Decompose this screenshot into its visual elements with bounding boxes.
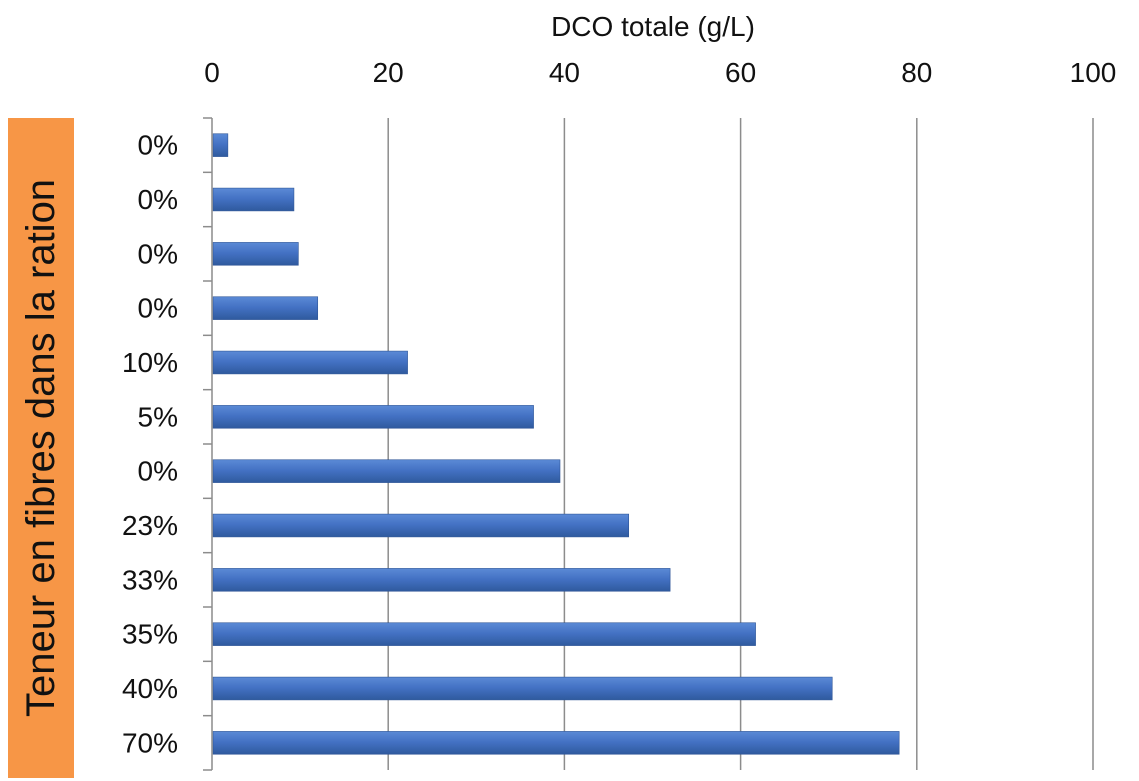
x-axis-title: DCO totale (g/L) <box>551 11 755 42</box>
y-category-label: 35% <box>122 619 178 650</box>
bar <box>212 676 833 701</box>
x-axis-tick-labels: 0 20 40 60 80 100 <box>204 57 1116 88</box>
y-axis-label-box: Teneur en fibres dans la ration <box>8 118 74 778</box>
x-tick-label: 40 <box>549 57 580 88</box>
bar <box>212 133 229 157</box>
x-tick-label: 60 <box>725 57 756 88</box>
x-tick-label: 100 <box>1070 57 1117 88</box>
bar <box>212 513 630 538</box>
y-axis-category-labels: 0% 0% 0% 0% 10% 5% 0% 23% 33% 35% 40% 70% <box>122 130 178 759</box>
y-category-label: 0% <box>138 238 178 269</box>
x-tick-label: 80 <box>901 57 932 88</box>
y-axis-title: Teneur en fibres dans la ration <box>19 179 63 717</box>
y-category-label: 33% <box>122 564 178 595</box>
bar <box>212 187 295 212</box>
bar <box>212 296 319 320</box>
bar <box>212 622 756 646</box>
bar <box>212 350 408 375</box>
bar <box>212 568 671 592</box>
y-category-label: 10% <box>122 347 178 378</box>
bar <box>212 242 299 266</box>
y-category-label: 40% <box>122 673 178 704</box>
bars <box>212 133 900 755</box>
gridlines <box>387 118 1094 770</box>
bar <box>212 405 534 429</box>
y-axis-line <box>203 117 213 771</box>
y-category-label: 5% <box>138 401 178 432</box>
y-axis-label-background <box>8 118 74 778</box>
x-tick-label: 0 <box>204 57 220 88</box>
y-category-label: 0% <box>138 456 178 487</box>
y-category-label: 0% <box>138 184 178 215</box>
y-category-label: 0% <box>138 293 178 324</box>
bar <box>212 459 561 483</box>
y-category-label: 23% <box>122 510 178 541</box>
y-category-label: 0% <box>138 130 178 161</box>
x-tick-label: 20 <box>373 57 404 88</box>
bar <box>212 731 900 755</box>
y-category-label: 70% <box>122 727 178 758</box>
